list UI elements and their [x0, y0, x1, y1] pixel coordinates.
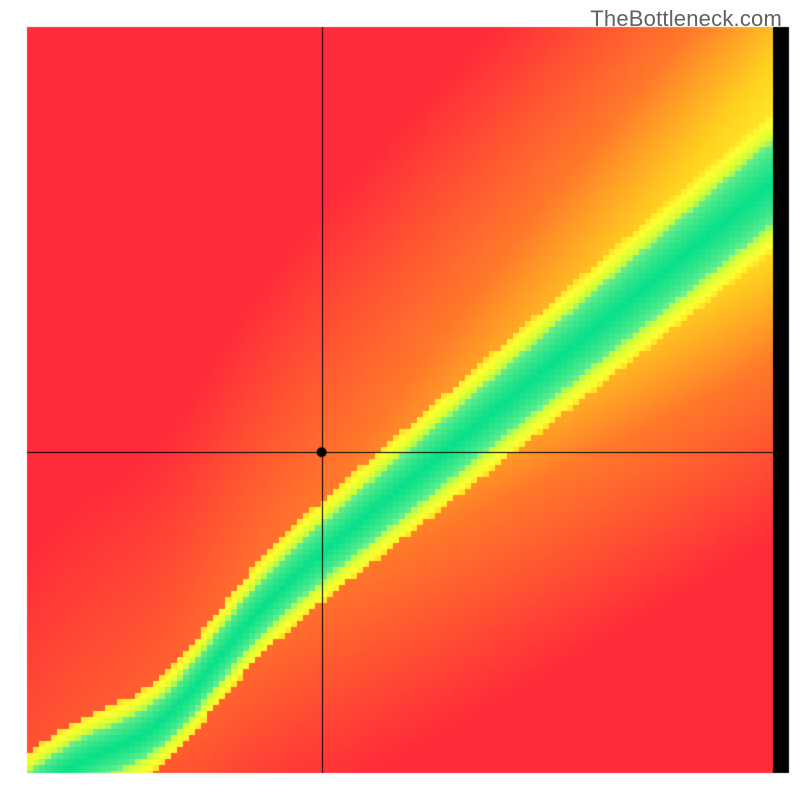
- chart-container: TheBottleneck.com: [0, 0, 800, 800]
- watermark-text: TheBottleneck.com: [590, 6, 782, 32]
- heatmap-canvas: [0, 0, 800, 800]
